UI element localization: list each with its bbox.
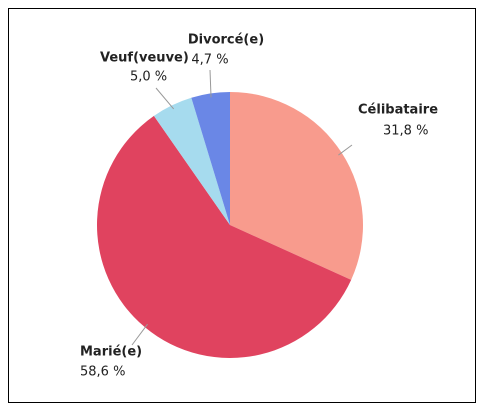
leader-line: [338, 144, 353, 156]
leader-line: [209, 69, 212, 98]
leader-line: [155, 87, 175, 110]
slice-label: Marié(e): [80, 345, 142, 360]
pie-slice: [230, 91, 364, 280]
frame: [8, 8, 476, 403]
slice-label: Divorcé(e): [188, 33, 264, 48]
slice-value: 58,6 %: [80, 365, 125, 380]
pie-slice: [153, 97, 230, 225]
pie-slice: [97, 115, 352, 359]
leader-line: [131, 323, 148, 346]
slice-value: 31,8 %: [383, 124, 428, 139]
slice-label: Célibataire: [358, 103, 438, 118]
slice-value: 4,7 %: [191, 53, 228, 68]
pie-slice: [191, 92, 230, 225]
slice-label: Veuf(veuve): [100, 51, 189, 66]
slice-value: 5,0 %: [130, 70, 167, 85]
